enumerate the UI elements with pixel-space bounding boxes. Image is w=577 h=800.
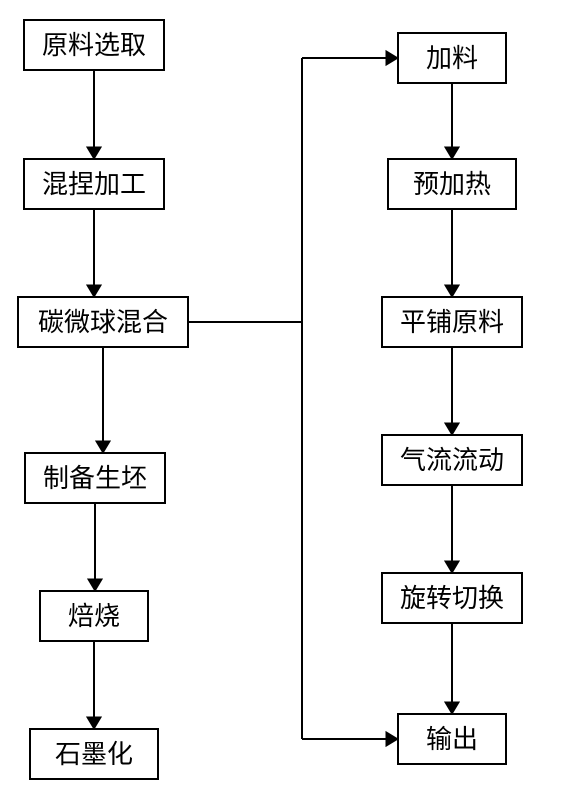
node-R1: 加料 xyxy=(398,33,506,83)
arrow-head xyxy=(386,732,398,746)
node-L1: 原料选取 xyxy=(24,20,164,70)
node-R5: 旋转切换 xyxy=(382,573,522,623)
arrow-head xyxy=(87,147,101,159)
node-R3: 平铺原料 xyxy=(382,297,522,347)
node-L4: 制备生坯 xyxy=(25,453,165,503)
arrow-head xyxy=(445,423,459,435)
node-label: 输出 xyxy=(426,724,478,754)
node-label: 制备生坯 xyxy=(43,463,147,493)
node-label: 碳微球混合 xyxy=(38,307,168,337)
flowchart-canvas: 原料选取混捏加工碳微球混合制备生坯焙烧石墨化 加料预加热平铺原料气流流动旋转切换输… xyxy=(0,0,577,800)
arrow-head xyxy=(87,285,101,297)
node-label: 平铺原料 xyxy=(400,307,504,337)
arrow-head xyxy=(445,702,459,714)
node-label: 混捏加工 xyxy=(42,169,146,199)
arrow-head xyxy=(96,441,110,453)
node-L6: 石墨化 xyxy=(30,729,158,779)
arrow-head xyxy=(445,561,459,573)
arrow-head xyxy=(445,147,459,159)
node-L2: 混捏加工 xyxy=(24,159,164,209)
node-label: 气流流动 xyxy=(400,445,504,475)
node-label: 石墨化 xyxy=(55,739,133,769)
arrow-head xyxy=(386,51,398,65)
node-L5: 焙烧 xyxy=(40,591,148,641)
node-label: 旋转切换 xyxy=(400,583,504,613)
node-label: 焙烧 xyxy=(68,601,120,631)
node-label: 预加热 xyxy=(413,169,491,199)
node-label: 加料 xyxy=(426,43,478,73)
node-R4: 气流流动 xyxy=(382,435,522,485)
arrow-head xyxy=(88,579,102,591)
arrow-head xyxy=(87,717,101,729)
node-L3: 碳微球混合 xyxy=(18,297,188,347)
node-R6: 输出 xyxy=(398,714,506,764)
node-label: 原料选取 xyxy=(42,30,146,60)
node-R2: 预加热 xyxy=(388,159,516,209)
arrow-head xyxy=(445,285,459,297)
